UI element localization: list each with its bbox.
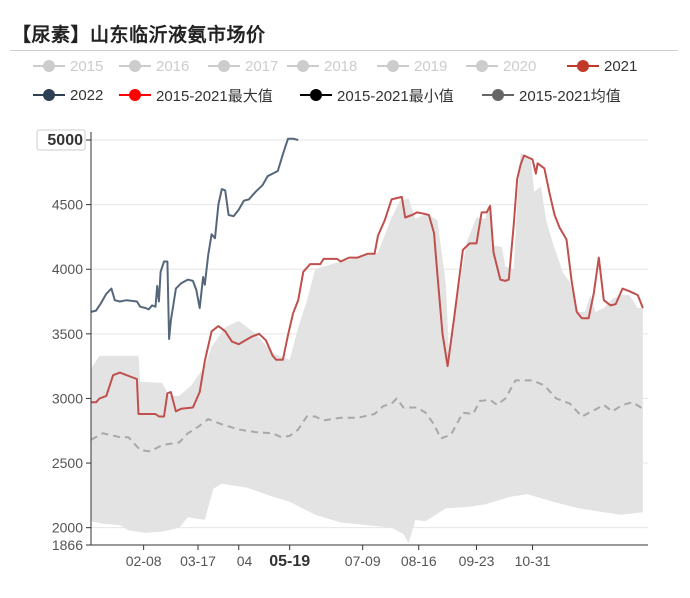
legend-item-2016[interactable]: 2016 — [118, 57, 189, 75]
x-tick-label: 08-16 — [401, 553, 437, 569]
x-tick-label: 04 — [237, 553, 253, 569]
x-tick-label: 10-31 — [515, 553, 551, 569]
x-tick-label: 03-17 — [180, 553, 216, 569]
series-line-2022 — [90, 137, 299, 340]
legend-label: 2019 — [414, 57, 448, 75]
legend-label: 2015-2021均值 — [519, 87, 621, 105]
legend-label: 2015-2021最大值 — [156, 87, 273, 105]
x-tick-label: 09-23 — [459, 553, 495, 569]
legend-label: 2016 — [156, 57, 190, 75]
series-line-2015-2021均值 — [90, 379, 644, 453]
legend-item-2018[interactable]: 2018 — [286, 57, 357, 75]
legend-label: 2022 — [70, 86, 104, 104]
y-tick-label: 1866 — [52, 537, 83, 553]
y-tick-label: 4500 — [52, 197, 83, 213]
legend-item-2022[interactable]: 2022 — [32, 86, 103, 104]
series-line-2021 — [91, 154, 644, 418]
legend-marker-icon — [482, 89, 514, 101]
y-tick-label: 2000 — [52, 520, 83, 536]
legend-label: 2015-2021最小值 — [337, 87, 454, 105]
legend-item-2015-2021最大值[interactable]: 2015-2021最大值 — [118, 86, 273, 105]
y-tick-label: 5000 — [47, 132, 83, 149]
legend-label: 2021 — [604, 57, 638, 75]
y-tick-label: 3500 — [52, 326, 83, 342]
legend-item-2019[interactable]: 2019 — [376, 57, 447, 75]
y-axis-pointer-label-box — [36, 129, 86, 151]
x-tick-label: 05-19 — [269, 553, 310, 570]
legend-marker-icon — [466, 60, 498, 72]
x-tick-label: 07-09 — [345, 553, 381, 569]
legend-marker-icon — [33, 89, 65, 101]
legend-marker-icon — [287, 60, 319, 72]
y-tick-label: 3000 — [52, 390, 83, 406]
legend-marker-icon — [208, 60, 240, 72]
legend-marker-icon — [119, 60, 151, 72]
legend-label: 2015 — [70, 57, 104, 75]
legend-marker-icon — [567, 60, 599, 72]
legend-marker-icon — [33, 60, 65, 72]
legend-marker-icon — [300, 89, 332, 101]
legend-item-2015-2021均值[interactable]: 2015-2021均值 — [481, 86, 621, 105]
legend-item-2020[interactable]: 2020 — [465, 57, 536, 75]
legend-item-2021[interactable]: 2021 — [566, 57, 637, 75]
range-band-area — [91, 152, 643, 544]
legend-label: 2018 — [324, 57, 358, 75]
y-tick-label: 2500 — [52, 455, 83, 471]
x-tick-label: 02-08 — [126, 553, 162, 569]
legend-item-2017[interactable]: 2017 — [207, 57, 278, 75]
legend-item-2015[interactable]: 2015 — [32, 57, 103, 75]
legend-item-2015-2021最小值[interactable]: 2015-2021最小值 — [299, 86, 454, 105]
title-divider — [10, 50, 678, 51]
y-tick-label: 4000 — [52, 261, 83, 277]
legend-marker-icon — [377, 60, 409, 72]
legend-marker-icon — [119, 89, 151, 101]
legend-label: 2017 — [245, 57, 279, 75]
chart-title: 【尿素】山东临沂液氨市场价 — [12, 24, 266, 46]
legend-label: 2020 — [503, 57, 537, 75]
